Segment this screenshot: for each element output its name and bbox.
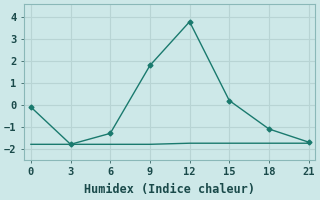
X-axis label: Humidex (Indice chaleur): Humidex (Indice chaleur) bbox=[84, 183, 255, 196]
